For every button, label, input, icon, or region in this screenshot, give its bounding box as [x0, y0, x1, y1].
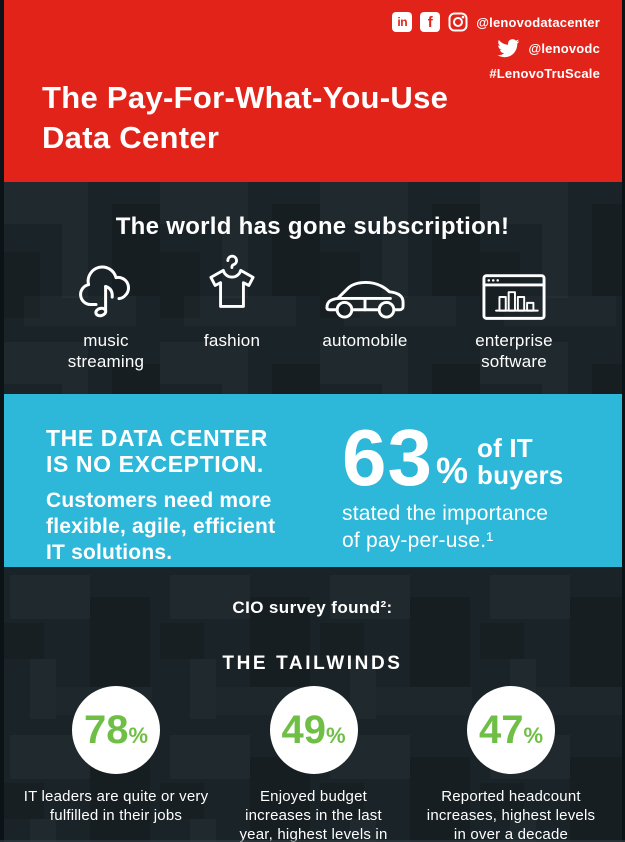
- subscription-heading: The world has gone subscription!: [115, 213, 510, 240]
- stat-63-percent-sign: %: [435, 450, 468, 491]
- app-window-chart-icon: [482, 255, 546, 323]
- stat-47-unit: %: [523, 723, 544, 748]
- survey-intro: CIO survey found²:: [232, 598, 393, 617]
- twitter-icon[interactable]: [497, 39, 520, 58]
- subscription-section: The world has gone subscription! music s…: [0, 182, 625, 394]
- stat-49-unit: %: [325, 723, 346, 748]
- social-links: in f @lenovodatacenter @lenovo: [392, 12, 600, 81]
- exception-stat-block: 63 % of IT buyers stated the importance …: [342, 413, 564, 567]
- page-right-edge: [622, 0, 625, 842]
- exception-heading: THE DATA CENTER IS NO EXCEPTION.: [46, 425, 268, 477]
- subscription-label-automobile: automobile: [322, 331, 408, 350]
- page-bottom-edge: [0, 840, 625, 842]
- subscription-item-music: music streaming: [40, 255, 172, 372]
- page-left-edge: [0, 0, 4, 842]
- social-row-hashtag: #LenovoTruScale: [489, 65, 600, 81]
- linkedin-icon[interactable]: in: [392, 12, 413, 32]
- subscription-label-fashion: fashion: [203, 331, 261, 350]
- subscription-label-enterprise: enterprise software: [475, 331, 553, 371]
- car-icon: [324, 255, 406, 323]
- stat-78-circle: 78%: [72, 686, 160, 774]
- subscription-item-fashion: fashion: [173, 254, 291, 372]
- hero-header: in f @lenovodatacenter @lenovo: [0, 0, 625, 182]
- stat-47-column: 47% Reported headcount increases, highes…: [413, 686, 609, 842]
- social-row-twitter: @lenovodc: [497, 39, 600, 58]
- stat-78-column: 78% IT leaders are quite or very fulfill…: [18, 686, 214, 842]
- stat-63-value: 63: [342, 413, 433, 502]
- exception-body: Customers need more flexible, agile, eff…: [46, 489, 276, 564]
- stat-49-circle: 49%: [269, 686, 358, 774]
- subscription-icons-row: music streaming fashion: [0, 241, 625, 372]
- tailwinds-stats-row: 78% IT leaders are quite or very fulfill…: [0, 675, 625, 842]
- facebook-icon[interactable]: f: [420, 12, 441, 32]
- exception-section: THE DATA CENTER IS NO EXCEPTION. Custome…: [0, 394, 625, 567]
- stat-63-qualifier: of IT buyers: [477, 433, 564, 490]
- stat-78-value: 78: [83, 708, 129, 752]
- social-handle-twitter[interactable]: @lenovodc: [528, 41, 600, 56]
- stat-78-caption: IT leaders are quite or very fulfilled i…: [23, 788, 209, 824]
- stat-47-caption: Reported headcount increases, highest le…: [426, 788, 596, 842]
- stat-49-caption: Enjoyed budget increases in the last yea…: [239, 788, 388, 842]
- instagram-icon[interactable]: [448, 12, 468, 32]
- subscription-item-enterprise: enterprise software: [439, 255, 589, 372]
- stat-78-unit: %: [128, 723, 149, 748]
- survey-section: CIO survey found²: THE TAILWINDS 78% IT …: [0, 567, 625, 842]
- stat-49-value: 49: [281, 708, 326, 752]
- tailwinds-heading: THE TAILWINDS: [222, 653, 403, 674]
- social-row-main: in f @lenovodatacenter: [392, 12, 600, 32]
- subscription-item-automobile: automobile: [292, 255, 438, 372]
- page-title: The Pay-For-What-You-Use Data Center: [42, 80, 449, 155]
- exception-text-block: THE DATA CENTER IS NO EXCEPTION. Custome…: [46, 425, 342, 567]
- stat-63-row: 63 % of IT buyers: [342, 413, 564, 502]
- stat-47-circle: 47%: [467, 686, 555, 774]
- subscription-label-music: music streaming: [67, 331, 145, 371]
- cloud-music-icon: [74, 255, 138, 323]
- stat-47-value: 47: [478, 708, 524, 752]
- tshirt-hanger-icon: [201, 254, 263, 323]
- social-handle-main[interactable]: @lenovodatacenter: [476, 14, 600, 30]
- campaign-hashtag: #LenovoTruScale: [489, 66, 600, 81]
- stat-49-column: 49% Enjoyed budget increases in the last…: [216, 686, 412, 842]
- stat-63-caption: stated the importance of pay-per-use.¹: [342, 502, 549, 552]
